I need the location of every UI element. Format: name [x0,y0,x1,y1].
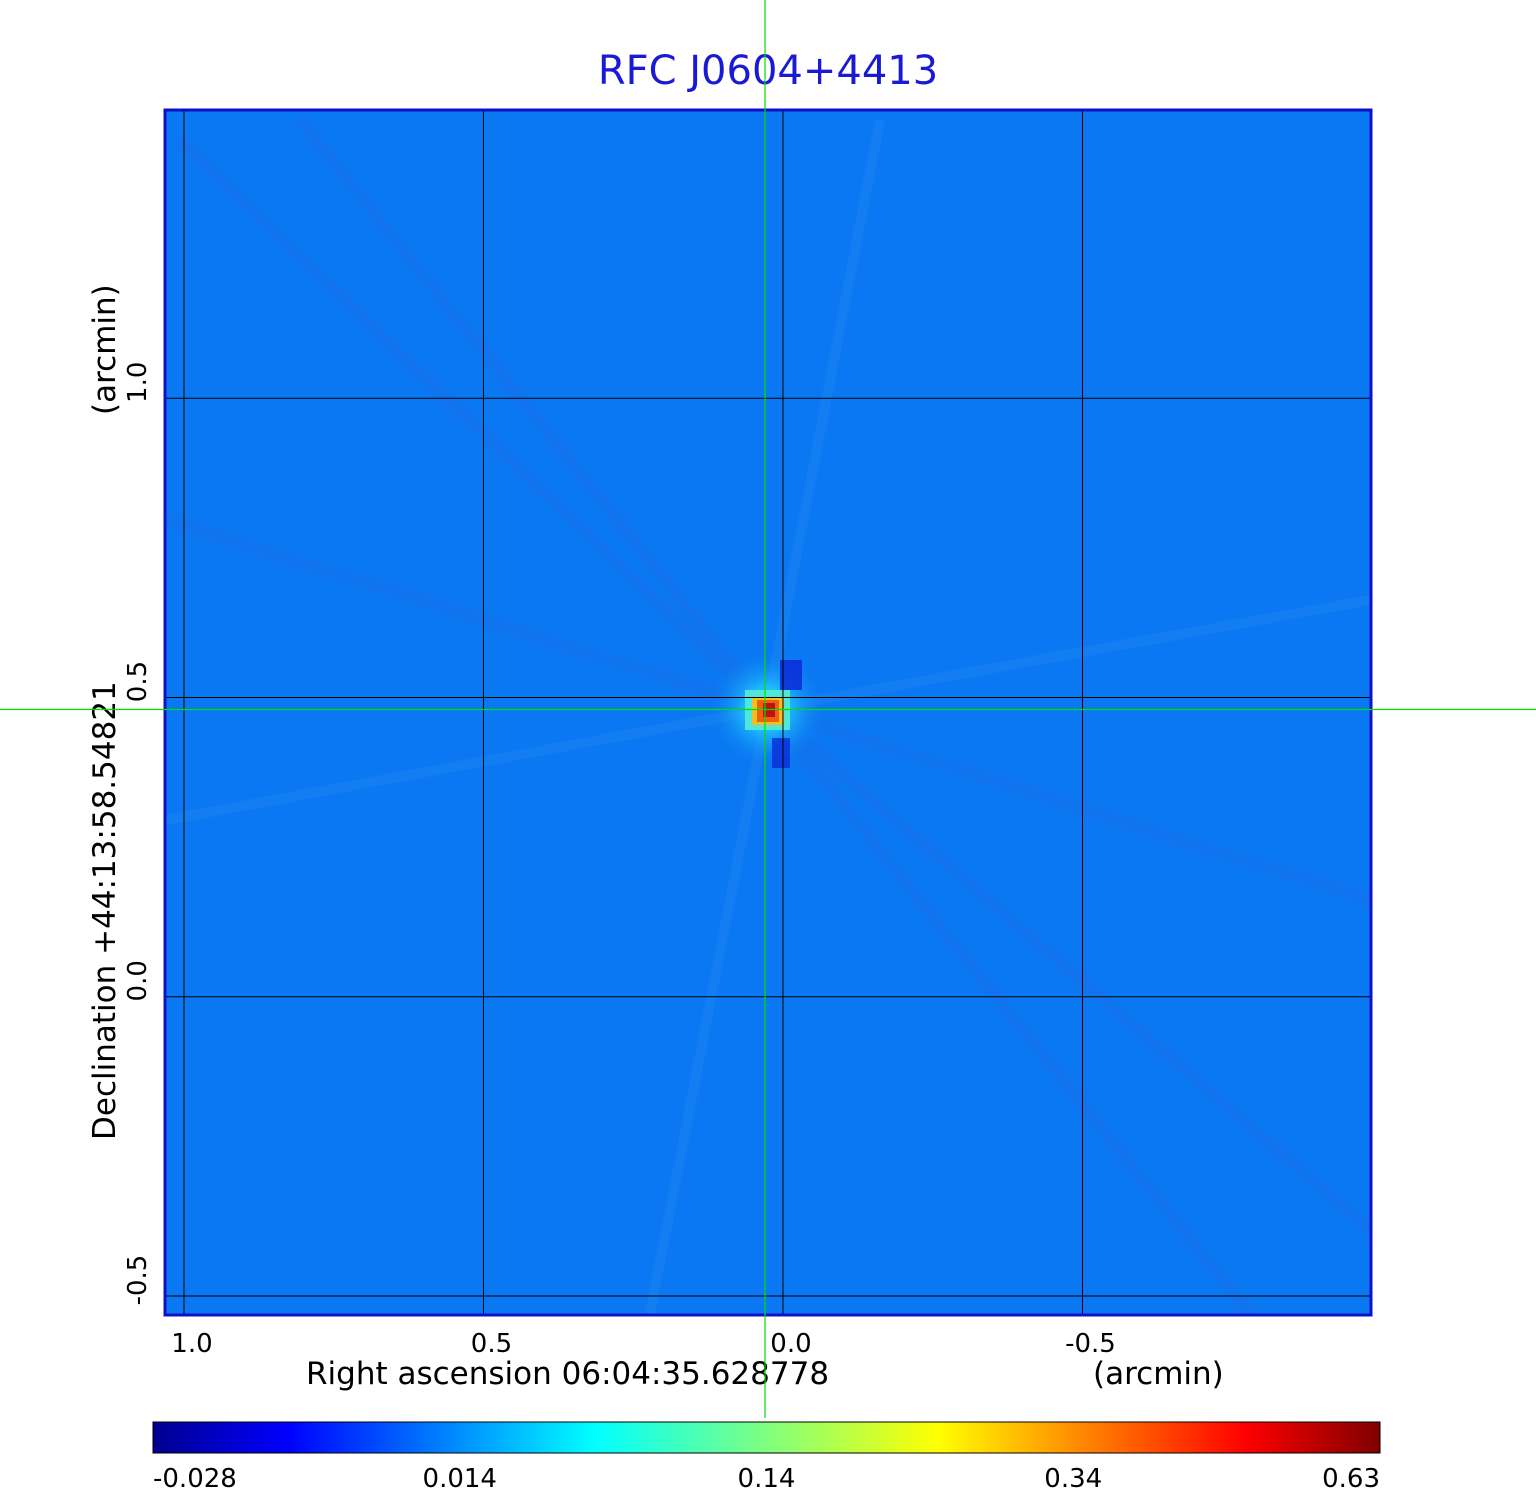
y-axis-unit: (arcmin) [87,284,123,415]
y-tick-label: 0.0 [123,960,153,1001]
image-artifacts [166,115,1370,1314]
colorbar-tick-label: 0.14 [738,1464,796,1494]
y-tick-label: 1.0 [123,362,153,403]
colorbar-tick-labels: -0.028 0.014 0.14 0.34 0.63 [153,1464,1380,1494]
colorbar-tick-label: -0.028 [153,1464,237,1494]
x-tick-label: 0.5 [471,1329,512,1359]
x-axis-label: Right ascension 06:04:35.628778 [306,1356,829,1392]
x-tick-label: -0.5 [1065,1329,1116,1359]
grid-lines [166,111,1370,1314]
colorbar-tick-label: 0.34 [1044,1464,1102,1494]
chart-title: RFC J0604+4413 [597,48,939,94]
colorbar [152,1421,1381,1454]
crosshair [0,0,1536,1418]
x-tick-label: 0.0 [770,1329,811,1359]
colorbar-tick-label: 0.014 [423,1464,497,1494]
plot-frame [163,108,1373,1317]
y-tick-labels: 1.0 0.5 0.0 -0.5 [123,362,153,1306]
y-tick-label: -0.5 [123,1255,153,1306]
x-axis-unit: (arcmin) [1093,1356,1224,1392]
y-axis-label: Declination +44:13:58.54821 [87,681,123,1140]
y-tick-label: 0.5 [123,661,153,702]
colorbar-tick-label: 0.63 [1322,1464,1380,1494]
x-tick-labels: 1.0 0.5 0.0 -0.5 [171,1329,1116,1359]
x-tick-label: 1.0 [171,1329,212,1359]
